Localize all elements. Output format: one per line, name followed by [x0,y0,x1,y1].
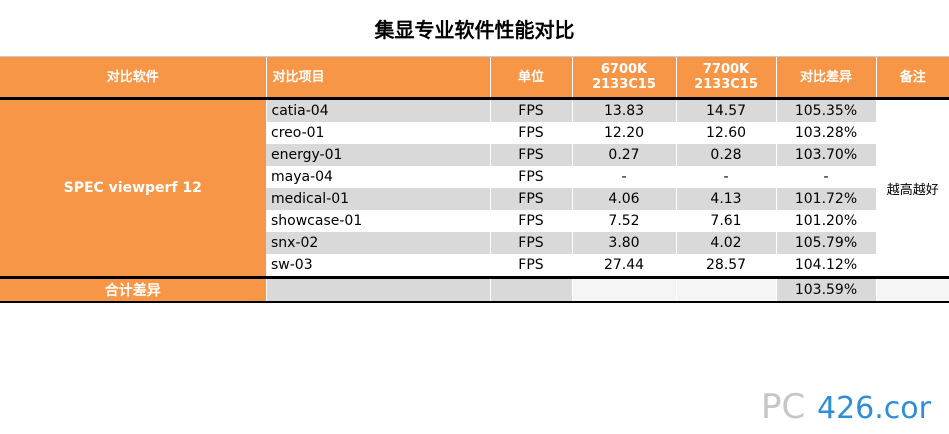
value-6700k-cell: 4.06 [571,188,676,210]
table-row: medical-01 FPS 4.06 4.13 101.72% [0,188,949,210]
header-7700k: 7700K 2133C15 [675,57,776,100]
total-empty-cell [571,276,676,303]
value-6700k-cell: 3.80 [571,232,676,254]
diff-cell: 101.20% [775,210,876,232]
unit-cell: FPS [489,254,572,278]
table-row: energy-01 FPS 0.27 0.28 103.70% [0,144,949,166]
total-empty-cell [875,276,949,303]
unit-cell: FPS [489,166,572,188]
header-row: 对比软件 对比项目 单位 6700K 2133C15 7700K 2133C15… [0,57,949,100]
total-label: 合计差异 [0,276,266,303]
table-row: showcase-01 FPS 7.52 7.61 101.20% [0,210,949,232]
table-row: creo-01 FPS 12.20 12.60 103.28% [0,122,949,144]
unit-cell: FPS [489,232,572,254]
value-7700k-cell: - [675,166,776,188]
diff-cell: 101.72% [775,188,876,210]
logo-text-domain: 426.com [817,391,931,426]
item-cell: creo-01 [266,122,490,144]
diff-cell: - [775,166,876,188]
total-empty-cell [675,276,776,303]
unit-cell: FPS [489,98,572,122]
value-7700k-cell: 4.13 [675,188,776,210]
unit-cell: FPS [489,188,572,210]
item-cell: sw-03 [266,254,490,278]
header-7700k-model: 7700K [702,62,750,77]
value-7700k-cell: 14.57 [675,98,776,122]
item-cell: showcase-01 [266,210,490,232]
diff-cell: 104.12% [775,254,876,278]
diff-cell: 103.70% [775,144,876,166]
header-remark: 备注 [875,57,949,100]
value-6700k-cell: 0.27 [571,144,676,166]
comparison-table: 对比软件 对比项目 单位 6700K 2133C15 7700K 2133C15… [0,57,949,303]
software-name: SPEC viewperf 12 [0,98,266,278]
diff-cell: 105.35% [775,98,876,122]
header-6700k: 6700K 2133C15 [571,57,676,100]
value-6700k-cell: 27.44 [571,254,676,278]
value-7700k-cell: 4.02 [675,232,776,254]
diff-cell: 105.79% [775,232,876,254]
remark-cell: 越高越好 [875,98,949,278]
item-cell: energy-01 [266,144,490,166]
table-row: snx-02 FPS 3.80 4.02 105.79% [0,232,949,254]
header-item: 对比项目 [265,57,490,100]
value-6700k-cell: 12.20 [571,122,676,144]
item-cell: maya-04 [266,166,490,188]
header-6700k-model: 6700K [600,62,648,77]
value-7700k-cell: 28.57 [675,254,776,278]
unit-cell: FPS [489,144,572,166]
diff-cell: 103.28% [775,122,876,144]
table-row: maya-04 FPS - - - [0,166,949,188]
value-6700k-cell: - [571,166,676,188]
unit-cell: FPS [489,210,572,232]
item-cell: snx-02 [266,232,490,254]
header-unit: 单位 [489,57,572,100]
total-empty-cell [265,276,490,303]
item-cell: catia-04 [265,98,490,122]
unit-cell: FPS [489,122,572,144]
value-7700k-cell: 7.61 [675,210,776,232]
total-diff-cell: 103.59% [775,276,876,303]
page-title: 集显专业软件性能对比 [0,0,949,57]
header-6700k-memory: 2133C15 [592,77,656,92]
header-software: 对比软件 [0,57,266,100]
logo-text-pc: PC [761,387,805,426]
total-row: 合计差异 103.59% [0,276,949,303]
value-6700k-cell: 13.83 [571,98,676,122]
item-cell: medical-01 [266,188,490,210]
header-diff: 对比差异 [775,57,876,100]
table-row: sw-03 FPS 27.44 28.57 104.12% [0,254,949,278]
site-watermark-logo: PC 426.com [761,387,931,426]
value-7700k-cell: 0.28 [675,144,776,166]
total-empty-cell [489,276,572,303]
header-7700k-memory: 2133C15 [694,77,758,92]
value-7700k-cell: 12.60 [675,122,776,144]
value-6700k-cell: 7.52 [571,210,676,232]
table-row: SPEC viewperf 12 catia-04 FPS 13.83 14.5… [0,98,949,278]
